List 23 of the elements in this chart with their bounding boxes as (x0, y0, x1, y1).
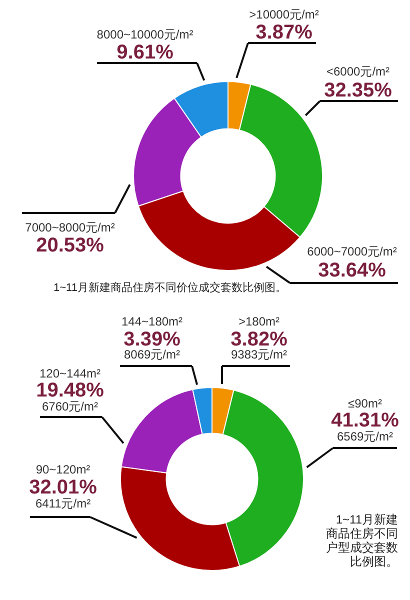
data-label: 33.64% (318, 260, 386, 282)
text: 1~11月新建商品住房不同价位成交套数比例图。 (54, 281, 286, 294)
slice-label: >10000元/m² (249, 7, 319, 22)
data-label: 32.35% (324, 80, 392, 102)
data-label: 9.61% (116, 42, 174, 64)
slice-label: 90~120m² (36, 462, 90, 476)
data-label: 32.01% (29, 476, 98, 499)
data-label: 41.31% (331, 410, 400, 432)
slice-label: 7000~8000元/m² (25, 220, 115, 234)
slice-label: 8000~10000元/m² (96, 27, 194, 42)
text: 6411元/m² (35, 496, 91, 510)
slice-label: 144~180m² (121, 314, 183, 328)
slice-label: 6000~7000元/m² (307, 244, 397, 258)
text: 1~11月新建商品住房不同户型成交套数比例图。 (326, 512, 398, 568)
data-label: 3.87% (256, 22, 313, 44)
slice-label: >180m² (238, 314, 280, 328)
text: 6760元/m² (42, 399, 98, 414)
slice-label: <6000元/m² (326, 64, 390, 78)
text: 6569元/m² (336, 429, 394, 444)
slice-label: ≤90m² (348, 396, 382, 410)
data-label: 20.53% (36, 234, 104, 257)
slice-label: 120~144m² (39, 366, 101, 380)
data-label: 19.48% (36, 380, 104, 402)
